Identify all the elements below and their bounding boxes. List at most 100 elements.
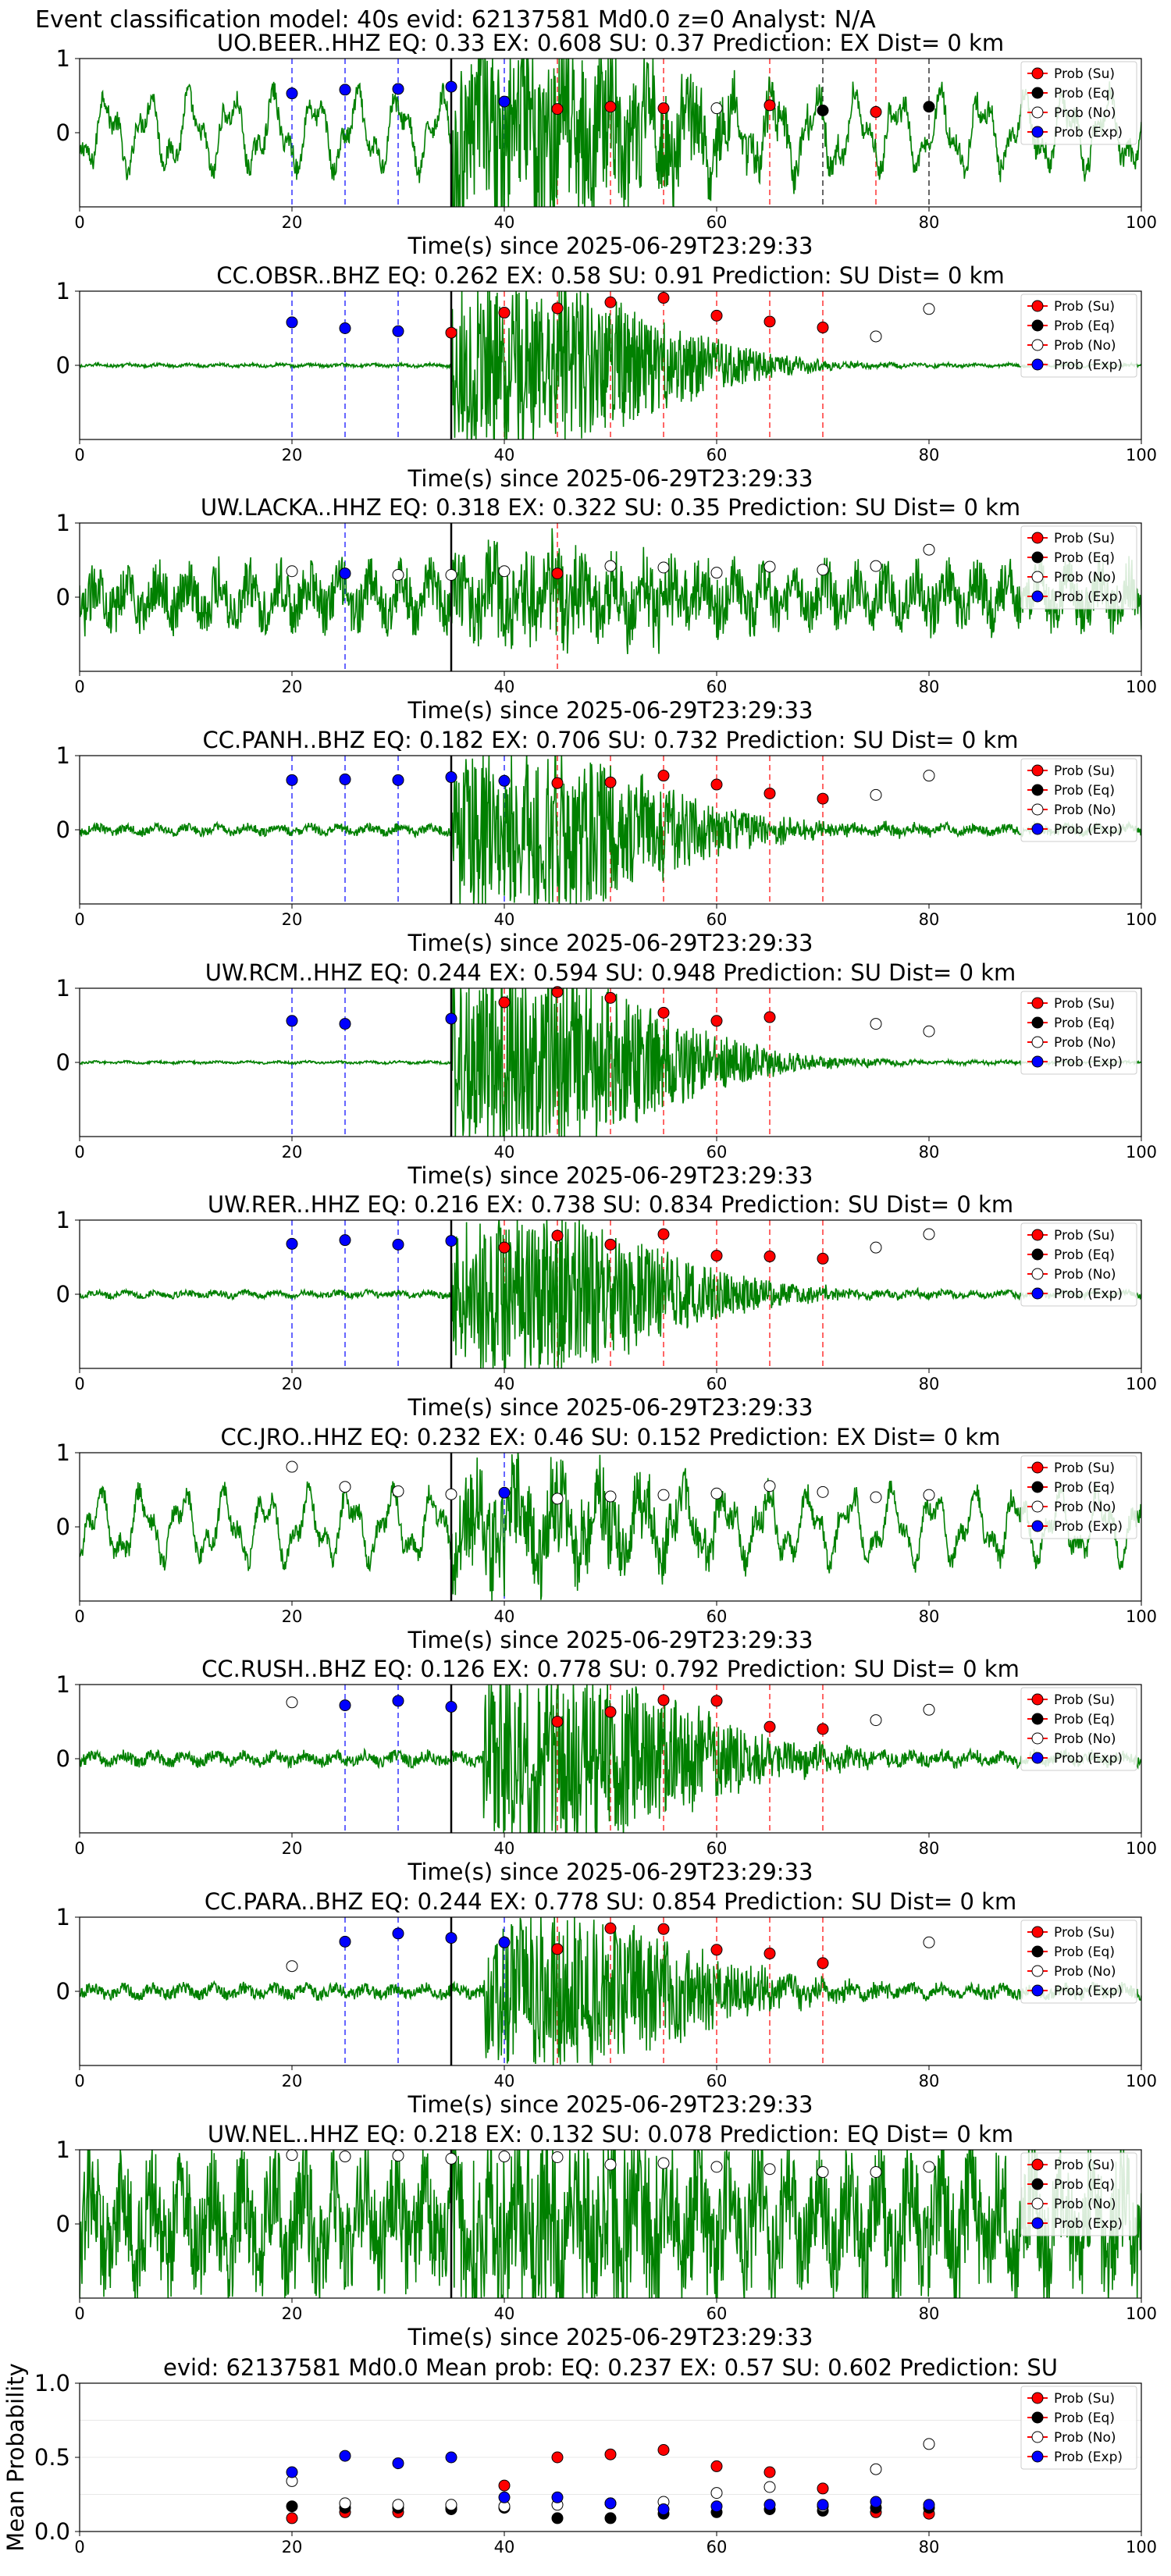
legend-marker [1031, 532, 1044, 544]
x-tick-label: 40 [494, 1607, 515, 1626]
prob-marker-su [710, 778, 723, 791]
legend-label: Prob (Su) [1054, 1228, 1115, 1244]
prob-marker-no [923, 1489, 935, 1501]
x-axis-label: Time(s) since 2025-06-29T23:29:33 [408, 233, 813, 259]
x-tick-label: 20 [282, 1375, 303, 1393]
legend-box [1020, 61, 1137, 145]
prob-marker-su [817, 1252, 829, 1265]
x-tick-label: 80 [919, 1607, 940, 1626]
legend-box [1020, 1222, 1137, 1307]
panel-title: UO.BEER..HHZ EQ: 0.33 EX: 0.608 SU: 0.37… [217, 30, 1004, 56]
prob-marker-su [551, 777, 564, 789]
prob-marker-su [445, 326, 457, 339]
prob-marker-eq [923, 101, 935, 113]
prob-marker-exp [286, 774, 298, 786]
waveform-trace [80, 1453, 1141, 1601]
prob-marker-no [392, 569, 404, 581]
x-tick-label: 20 [282, 1839, 303, 1858]
x-tick-label: 20 [282, 1143, 303, 1162]
legend-marker [1031, 823, 1044, 835]
prob-marker-exp [392, 83, 404, 95]
x-tick-label: 0 [74, 2304, 84, 2323]
station-panel: UO.BEER..HHZ EQ: 0.33 EX: 0.608 SU: 0.37… [56, 30, 1158, 259]
mean-marker-su [551, 2451, 564, 2464]
legend-marker [1031, 1248, 1044, 1261]
legend-label: Prob (No) [1054, 1500, 1116, 1515]
panel-title: CC.OBSR..BHZ EQ: 0.262 EX: 0.58 SU: 0.91… [216, 262, 1004, 289]
prob-marker-su [604, 776, 617, 788]
x-tick-label: 0 [74, 678, 84, 696]
prob-marker-su [710, 1944, 723, 1956]
station-panel: CC.OBSR..BHZ EQ: 0.262 EX: 0.58 SU: 0.91… [56, 262, 1158, 492]
mean-marker-no [339, 2497, 351, 2510]
prob-marker-exp [286, 1015, 298, 1027]
x-tick-label: 40 [494, 2072, 515, 2090]
y-tick-label: 1 [56, 278, 70, 304]
prob-marker-exp [392, 1927, 404, 1940]
legend-marker [1031, 1016, 1044, 1029]
prob-marker-exp [339, 1018, 351, 1030]
x-tick-label: 80 [919, 446, 940, 464]
prob-marker-exp [392, 1238, 404, 1251]
legend-box [1020, 1455, 1137, 1539]
prob-marker-su [604, 1922, 617, 1934]
legend-marker [1031, 1926, 1044, 1938]
x-tick-label: 100 [1126, 446, 1157, 464]
mean-marker-exp [339, 2450, 351, 2462]
prob-marker-no [604, 560, 617, 572]
station-panel: CC.PARA..BHZ EQ: 0.244 EX: 0.778 SU: 0.8… [56, 1888, 1158, 2118]
station-panel: UW.RER..HHZ EQ: 0.216 EX: 0.738 SU: 0.83… [56, 1191, 1158, 1421]
legend-marker [1031, 803, 1044, 816]
prob-marker-su [551, 568, 564, 580]
prob-marker-exp [445, 1701, 457, 1713]
prob-marker-exp [286, 1237, 298, 1250]
legend-label: Prob (Eq) [1054, 2411, 1115, 2426]
legend-label: Prob (Exp) [1054, 1984, 1123, 1999]
y-tick-label: 0 [56, 1281, 70, 1308]
mean-marker-su [817, 2482, 829, 2495]
prob-marker-exp [392, 325, 404, 337]
prob-marker-eq [817, 105, 829, 116]
legend-marker [1031, 2450, 1044, 2463]
mean-marker-no [923, 2438, 935, 2450]
y-tick-label: 0.5 [34, 2444, 70, 2471]
x-axis-label: Time(s) since 2025-06-29T23:29:33 [408, 1627, 813, 1653]
panel-title: UW.RER..HHZ EQ: 0.216 EX: 0.738 SU: 0.83… [208, 1191, 1013, 1218]
prob-marker-su [657, 1694, 670, 1706]
legend-label: Prob (No) [1054, 1731, 1116, 1747]
legend-marker [1031, 1268, 1044, 1280]
legend-label: Prob (Eq) [1054, 1016, 1115, 1031]
legend-label: Prob (Su) [1054, 996, 1115, 1012]
prob-marker-no [870, 1241, 882, 1254]
x-tick-label: 0 [74, 910, 84, 929]
x-tick-label: 0 [74, 1375, 84, 1393]
prob-marker-su [657, 292, 670, 304]
prob-marker-su [657, 1006, 670, 1019]
legend-marker [1031, 2158, 1044, 2171]
legend-marker [1031, 1693, 1044, 1706]
legend-label: Prob (No) [1054, 2430, 1116, 2446]
prob-marker-su [710, 309, 723, 322]
station-panel: CC.RUSH..BHZ EQ: 0.126 EX: 0.778 SU: 0.7… [56, 1656, 1158, 1885]
y-axis-label: Mean Probability [2, 2363, 29, 2552]
prob-marker-exp [445, 1932, 457, 1944]
legend-label: Prob (Eq) [1054, 1480, 1115, 1496]
mean-marker-exp [551, 2491, 564, 2503]
x-tick-label: 40 [494, 446, 515, 464]
x-tick-label: 100 [1126, 213, 1157, 232]
panel-title: CC.RUSH..BHZ EQ: 0.126 EX: 0.778 SU: 0.7… [201, 1656, 1020, 1682]
legend-marker [1031, 590, 1044, 603]
prob-marker-exp [498, 774, 511, 787]
x-tick-label: 0 [74, 1143, 84, 1162]
prob-marker-no [710, 1487, 723, 1500]
prob-marker-su [870, 105, 882, 118]
prob-marker-su [551, 302, 564, 315]
prob-marker-su [604, 1706, 617, 1718]
waveform-trace [80, 528, 1141, 654]
legend-label: Prob (Eq) [1054, 783, 1115, 799]
mean-marker-su [286, 2512, 298, 2524]
legend-marker [1031, 1713, 1044, 1725]
prob-marker-no [445, 569, 457, 581]
prob-marker-no [710, 567, 723, 579]
prob-marker-no [870, 560, 882, 572]
